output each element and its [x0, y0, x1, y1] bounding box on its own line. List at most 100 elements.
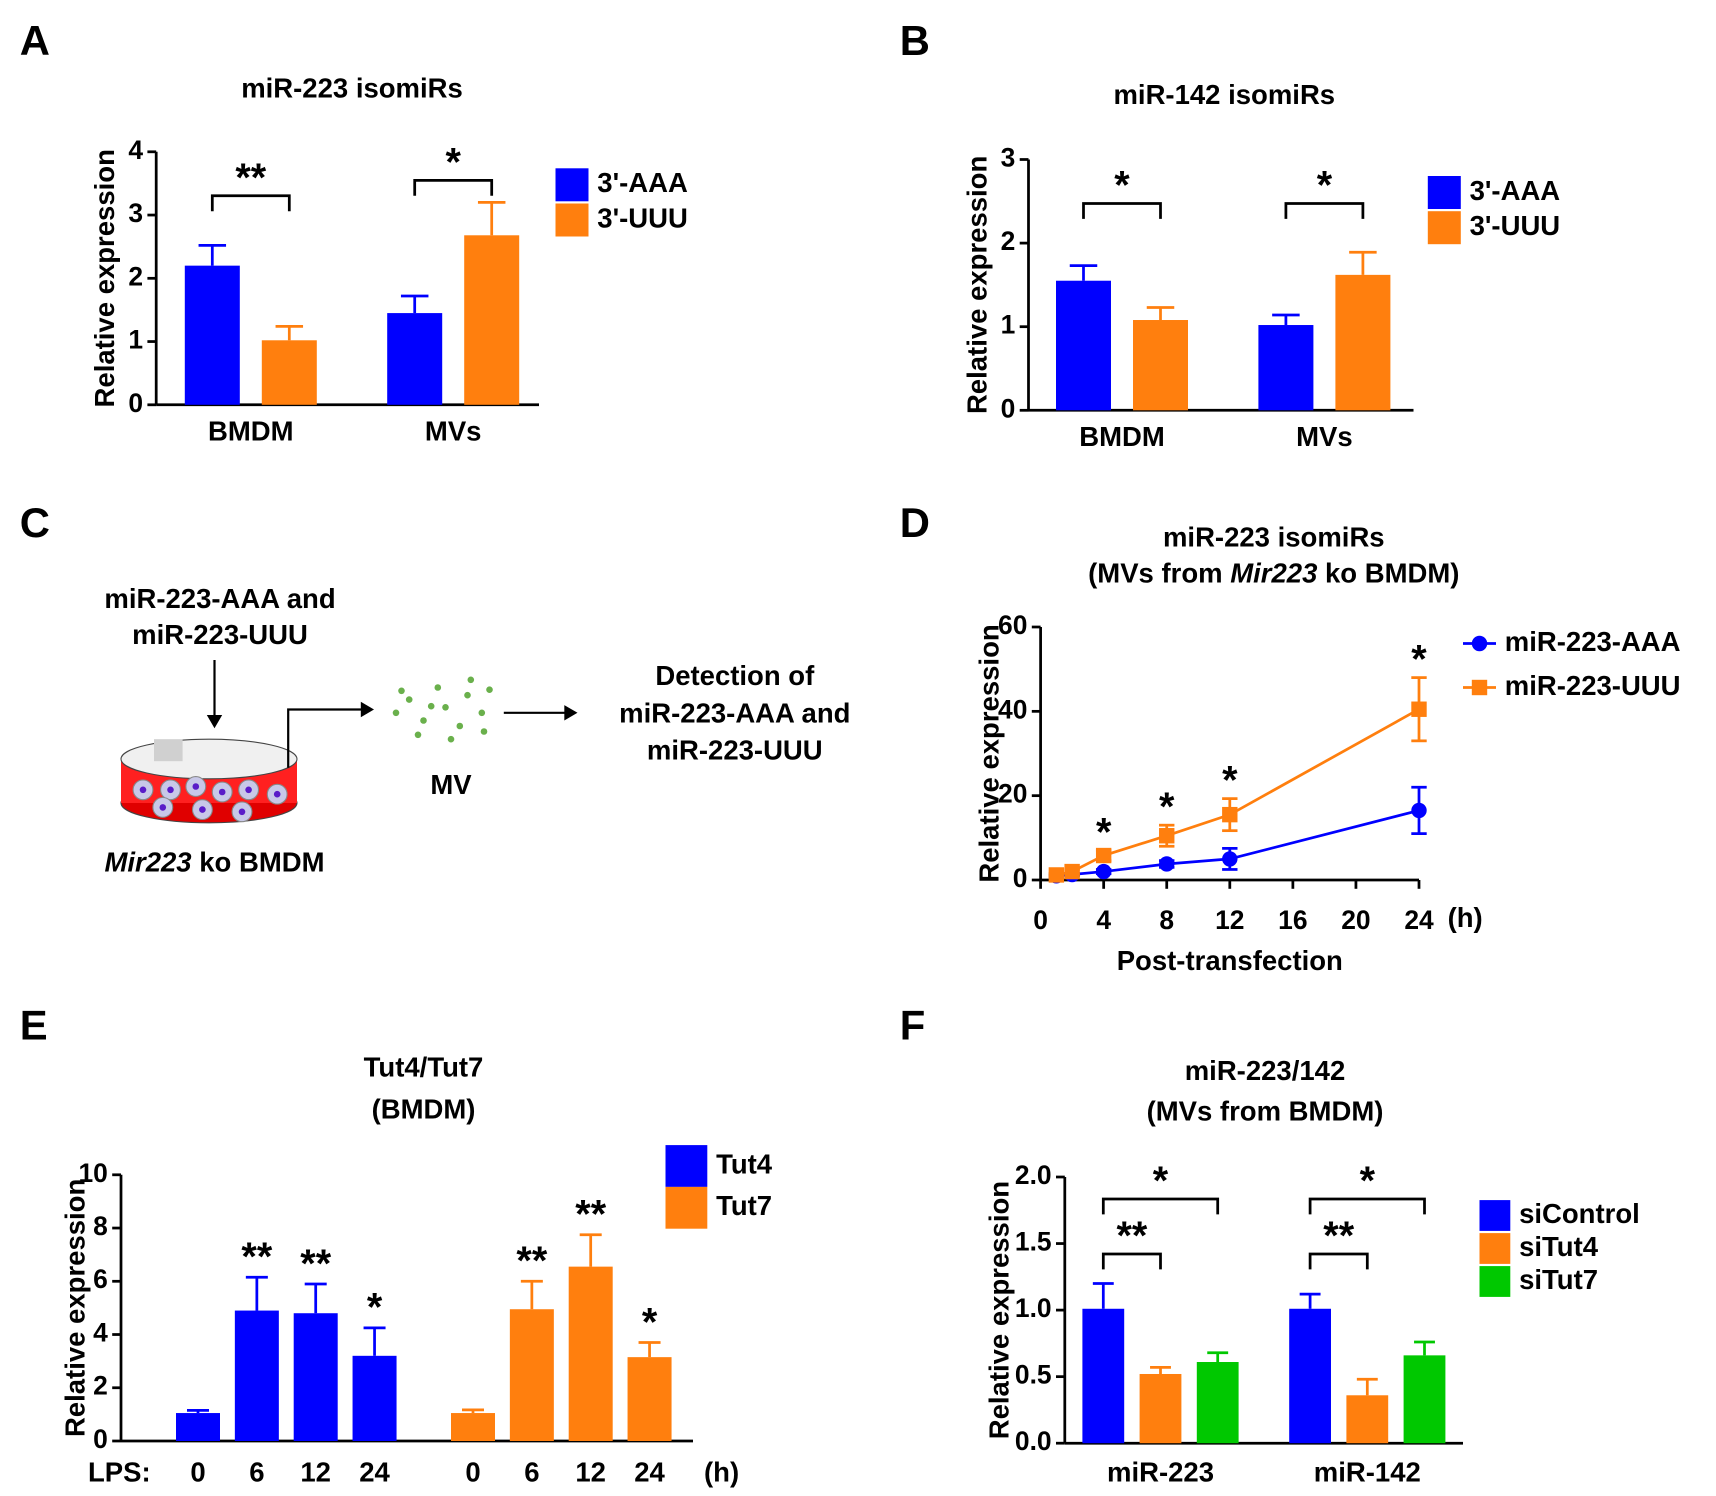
significance: * — [1317, 164, 1333, 208]
x-tick-label: BMDM — [208, 416, 294, 447]
arrow-head — [360, 701, 374, 718]
y-tick-label: 3 — [128, 198, 143, 228]
diagram-text: miR-223-AAA and — [619, 697, 850, 728]
significance: * — [1222, 759, 1238, 803]
significance: * — [1411, 638, 1427, 682]
y-tick-label: 0 — [1013, 863, 1028, 893]
bracket — [1101, 1252, 1162, 1270]
x-tick-label: MVs — [425, 416, 482, 447]
y-tick-label: 2.0 — [1015, 1160, 1052, 1190]
legend-label: 3'-UUU — [597, 202, 688, 233]
significance: ** — [300, 1242, 331, 1286]
legend-label: siTut4 — [1519, 1231, 1599, 1262]
x-tick-label: 4 — [1096, 905, 1111, 935]
x-tick-label: 16 — [1278, 905, 1307, 935]
bar — [176, 1413, 220, 1441]
point — [1411, 701, 1427, 717]
bar — [1258, 325, 1314, 411]
bracket — [413, 179, 494, 196]
panel-label: A — [20, 17, 50, 64]
y-tick-label: 4 — [93, 1317, 108, 1347]
x-axis-label: LPS: — [88, 1456, 151, 1487]
x-tick-label: 0 — [190, 1456, 205, 1487]
arrow-head — [564, 705, 578, 721]
legend-marker — [1471, 635, 1488, 652]
panel-label: C — [20, 499, 50, 546]
legend-label: 3'-AAA — [597, 167, 688, 198]
y-tick-label: 0.0 — [1015, 1426, 1052, 1456]
legend-swatch — [1479, 1266, 1511, 1297]
chart-title: miR-223/142 — [1185, 1055, 1346, 1086]
legend-swatch — [1427, 176, 1461, 209]
significance: * — [1114, 164, 1130, 208]
significance: * — [1360, 1159, 1376, 1203]
subtitle-part: Mir223 — [1230, 558, 1317, 589]
x-tick-label: BMDM — [1079, 421, 1165, 452]
nuclei — [139, 783, 281, 816]
subtitle-part: (MVs from — [1088, 558, 1230, 589]
chart-title: miR-223 isomiRs — [1163, 521, 1385, 552]
bar — [1335, 274, 1391, 411]
diagram-text: miR-223-AAA and — [104, 583, 335, 614]
point — [1159, 856, 1175, 872]
chart-title: miR-142 isomiRs — [1113, 79, 1335, 110]
significance: ** — [235, 156, 266, 200]
panel-label: F — [900, 1002, 926, 1049]
significance: * — [1153, 1159, 1169, 1203]
bar — [387, 313, 443, 405]
bar — [1346, 1395, 1389, 1444]
x-tick-label: 12 — [1215, 905, 1244, 935]
legend-swatch — [665, 1186, 708, 1229]
bracket — [1284, 202, 1365, 219]
x-tick-label: 20 — [1341, 905, 1370, 935]
legend-swatch — [1427, 211, 1461, 245]
significance: * — [1096, 811, 1112, 855]
chart-subtitle: (MVs from BMDM) — [1147, 1095, 1384, 1126]
point — [1048, 867, 1065, 883]
legend-label: miR-223-AAA — [1505, 626, 1681, 657]
bar — [1056, 280, 1111, 411]
x-tick-label: 12 — [575, 1456, 606, 1487]
legend-label: 3'-AAA — [1470, 175, 1561, 206]
significance: * — [1159, 785, 1175, 829]
legend-swatch — [665, 1145, 708, 1187]
chart-title: Tut4/Tut7 — [364, 1051, 484, 1082]
diagram-text: Detection of — [655, 660, 815, 691]
bar — [293, 1313, 338, 1441]
chart-subtitle: (BMDM) — [372, 1093, 476, 1124]
x-tick-label: 24 — [359, 1456, 390, 1487]
point — [1222, 851, 1238, 867]
significance: ** — [516, 1239, 547, 1283]
y-tick-label: 0 — [1001, 393, 1016, 423]
y-tick-label: 0 — [128, 388, 143, 418]
legend-swatch — [1479, 1233, 1511, 1264]
x-tick-label: 8 — [1159, 905, 1174, 935]
y-tick-label: 10 — [78, 1158, 107, 1188]
x-tick-label: 6 — [524, 1456, 539, 1487]
legend-swatch — [555, 168, 589, 202]
dish-shade — [154, 739, 183, 762]
point — [1159, 828, 1175, 844]
x-tick-label: 0 — [465, 1456, 480, 1487]
bar — [1133, 320, 1188, 411]
arrow-head — [206, 715, 223, 729]
y-tick-label: 1 — [128, 325, 143, 355]
bar — [184, 265, 240, 405]
y-tick-label: 2 — [1001, 226, 1016, 256]
y-tick-label: 3 — [1001, 142, 1016, 172]
y-tick-label: 1.0 — [1015, 1293, 1052, 1323]
bar — [1139, 1373, 1182, 1444]
y-tick-label: 2 — [128, 261, 143, 291]
bar — [1403, 1355, 1446, 1444]
bar — [234, 1310, 279, 1441]
significance: * — [642, 1300, 658, 1344]
bracket — [210, 194, 291, 212]
y-tick-label: 0.5 — [1015, 1360, 1052, 1390]
y-axis-label: Relative expression — [59, 1179, 90, 1437]
panel-label: D — [900, 499, 930, 546]
text-part: ko BMDM — [192, 847, 325, 878]
point — [1095, 863, 1112, 880]
y-tick-label: 6 — [93, 1264, 108, 1294]
y-tick-label: 1 — [1001, 310, 1016, 340]
y-axis-label: Relative expression — [983, 1181, 1014, 1439]
